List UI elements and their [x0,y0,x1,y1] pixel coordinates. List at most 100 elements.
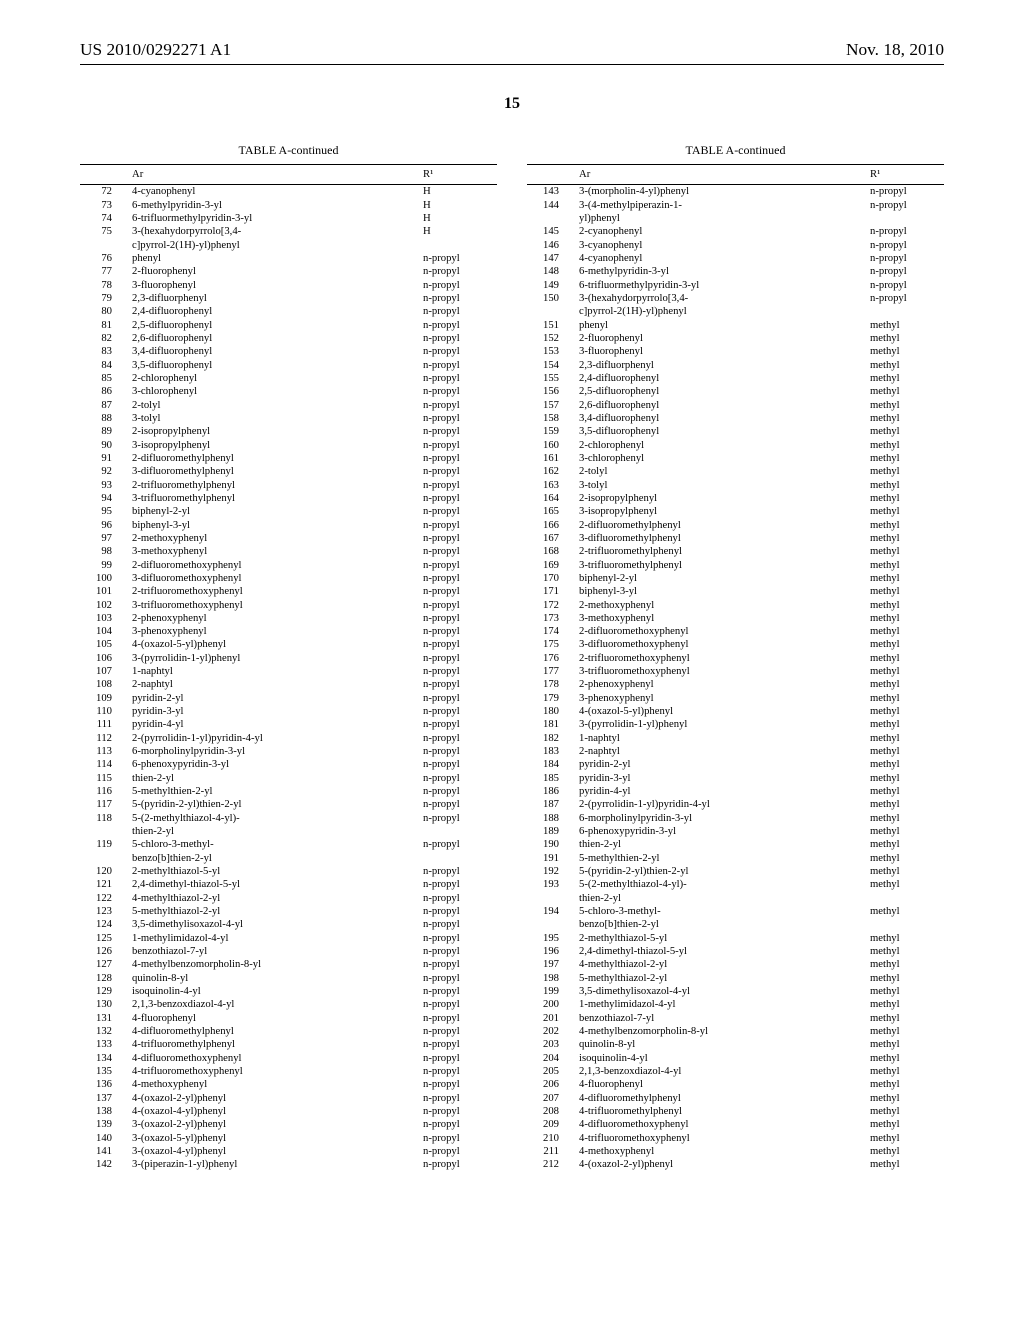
row-ar: 2,5-difluorophenyl [128,319,419,332]
table-row: 1613-chlorophenylmethyl [527,452,944,465]
row-index: 160 [527,439,575,452]
row-ar: 3-fluorophenyl [575,345,866,358]
row-index: 163 [527,479,575,492]
table-row: 115thien-2-yln-propyl [80,772,497,785]
row-ar: 3-isopropylphenyl [128,439,419,452]
row-ar: 5-(pyridin-2-yl)thien-2-yl [575,865,866,878]
row-ar: 3-isopropylphenyl [575,505,866,518]
row-r1: n-propyl [419,772,497,785]
row-index: 105 [80,638,128,651]
row-ar: 4-fluorophenyl [128,1012,419,1025]
row-index: 84 [80,359,128,372]
row-r1: n-propyl [419,372,497,385]
row-ar: 3-fluorophenyl [128,279,419,292]
table-row: 1003-difluoromethoxyphenyln-propyl [80,572,497,585]
table-row: 1185-(2-methylthiazol-4-yl)-n-propyl [80,812,497,825]
row-index: 101 [80,585,128,598]
table-row: 129isoquinolin-4-yln-propyl [80,985,497,998]
row-ar: 4-difluoromethoxyphenyl [575,1118,866,1131]
row-r1: n-propyl [419,785,497,798]
table-row: 1463-cyanophenyln-propyl [527,239,944,252]
row-index: 82 [80,332,128,345]
row-r1: n-propyl [419,572,497,585]
table-row: 1583,4-difluorophenylmethyl [527,412,944,425]
table-row: 1733-methoxyphenylmethyl [527,612,944,625]
row-r1: methyl [866,559,944,572]
row-ar: biphenyl-3-yl [575,585,866,598]
row-r1: n-propyl [866,265,944,278]
table-row: 1202-methylthiazol-5-yln-propyl [80,865,497,878]
table-row: 2084-trifluoromethylphenylmethyl [527,1105,944,1118]
page-header: US 2010/0292271 A1 Nov. 18, 2010 [80,40,944,65]
row-index: 103 [80,612,128,625]
row-index: 135 [80,1065,128,1078]
row-index: 113 [80,745,128,758]
row-r1: H [419,199,497,212]
row-ar: isoquinolin-4-yl [128,985,419,998]
row-r1: n-propyl [419,705,497,718]
row-ar: 2-isopropylphenyl [575,492,866,505]
row-index: 115 [80,772,128,785]
table-row: 1195-chloro-3-methyl-n-propyl [80,838,497,851]
table-row: 1452-cyanophenyln-propyl [527,225,944,238]
table-row: 170biphenyl-2-ylmethyl [527,572,944,585]
row-index: 143 [527,185,575,199]
table-row: 932-trifluoromethylphenyln-propyl [80,479,497,492]
row-r1: n-propyl [419,985,497,998]
table-row: 1334-trifluoromethylphenyln-propyl [80,1038,497,1051]
row-r1: methyl [866,905,944,918]
row-r1: methyl [866,439,944,452]
row-ar: 3-tolyl [128,412,419,425]
table-row: 1364-methoxyphenyln-propyl [80,1078,497,1091]
row-index: 158 [527,412,575,425]
row-ar: 4-(oxazol-4-yl)phenyl [128,1105,419,1118]
row-ar: 2,4-dimethyl-thiazol-5-yl [128,878,419,891]
row-index: 76 [80,252,128,265]
row-r1: n-propyl [419,1092,497,1105]
row-ar: pyridin-2-yl [128,692,419,705]
row-r1: methyl [866,1092,944,1105]
row-ar: 2,4-difluorophenyl [575,372,866,385]
row-ar: 3-chlorophenyl [128,385,419,398]
row-ar: 5-(2-methylthiazol-4-yl)- [128,812,419,825]
row-r1: n-propyl [419,932,497,945]
table-row: 792,3-difluorphenyln-propyl [80,292,497,305]
row-ar: 6-trifluormethylpyridin-3-yl [575,279,866,292]
row-ar: 5-(pyridin-2-yl)thien-2-yl [128,798,419,811]
table-row: c]pyrrol-2(1H)-yl)phenyl [80,239,497,252]
row-r1: methyl [866,532,944,545]
row-ar: benzothiazol-7-yl [575,1012,866,1025]
table-row: 2094-difluoromethoxyphenylmethyl [527,1118,944,1131]
row-ar: 2-difluoromethylphenyl [575,519,866,532]
row-ar: 6-methylpyridin-3-yl [575,265,866,278]
row-r1: n-propyl [419,1118,497,1131]
row-index: 161 [527,452,575,465]
row-r1: n-propyl [419,559,497,572]
row-ar: 4-methylthiazol-2-yl [575,958,866,971]
table-row: 753-(hexahydorpyrrolo[3,4-H [80,225,497,238]
row-r1: methyl [866,1132,944,1145]
row-ar: 5-methylthiazol-2-yl [575,972,866,985]
row-r1: n-propyl [419,492,497,505]
row-r1: methyl [866,1025,944,1038]
table-row: 833,4-difluorophenyln-propyl [80,345,497,358]
row-ar: 1-methylimidazol-4-yl [575,998,866,1011]
table-row: 1642-isopropylphenylmethyl [527,492,944,505]
table-row: 1602-chlorophenylmethyl [527,439,944,452]
row-ar: pyridin-4-yl [128,718,419,731]
row-r1: methyl [866,758,944,771]
row-ar: 4-(oxazol-2-yl)phenyl [575,1158,866,1171]
table-row: 2024-methylbenzomorpholin-8-ylmethyl [527,1025,944,1038]
row-index: 169 [527,559,575,572]
row-ar: 2-naphtyl [575,745,866,758]
row-index: 120 [80,865,128,878]
table-row: 1032-phenoxyphenyln-propyl [80,612,497,625]
table-row: 1354-trifluoromethoxyphenyln-propyl [80,1065,497,1078]
row-index: 128 [80,972,128,985]
row-ar: 3,5-difluorophenyl [575,425,866,438]
row-index: 162 [527,465,575,478]
row-index: 93 [80,479,128,492]
row-r1: methyl [866,825,944,838]
row-r1: H [419,225,497,238]
row-ar: 4-methylthiazol-2-yl [128,892,419,905]
